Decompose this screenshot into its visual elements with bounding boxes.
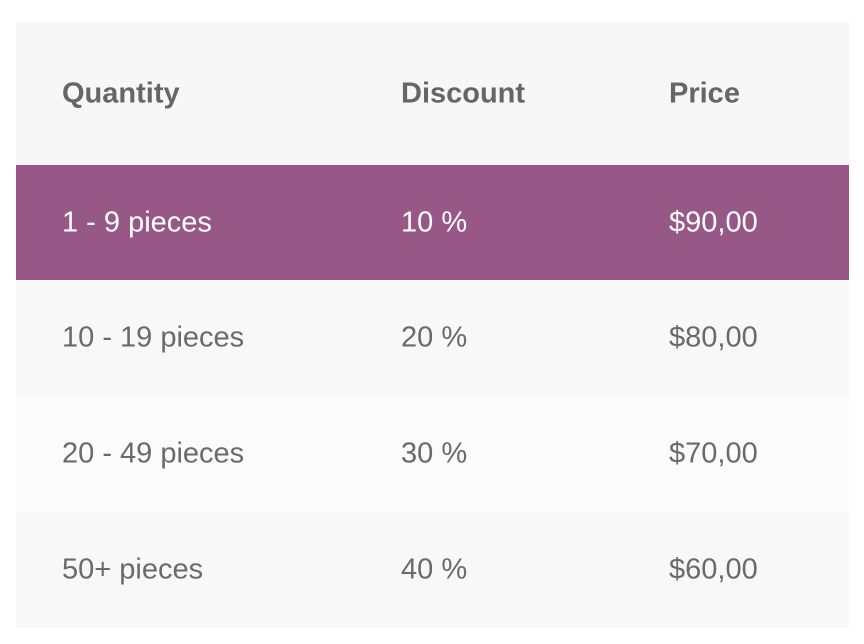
row-price: $70,00 (669, 437, 758, 469)
row-discount: 10 % (401, 206, 468, 238)
table-header-row: Quantity Discount Price (16, 22, 849, 165)
quantity-discount-table: Quantity Discount Price 1 - 9 pieces 10 … (16, 22, 849, 628)
table-row[interactable]: 50+ pieces 40 % $60,00 (16, 512, 849, 628)
row-price: $80,00 (669, 321, 758, 353)
table-row[interactable]: 20 - 49 pieces 30 % $70,00 (16, 395, 849, 512)
row-discount: 40 % (401, 553, 468, 586)
table-row[interactable]: 10 - 19 pieces 20 % $80,00 (16, 280, 849, 395)
header-price: Price (669, 77, 740, 109)
table-row-selected[interactable]: 1 - 9 pieces 10 % $90,00 (16, 165, 849, 280)
row-discount: 20 % (401, 321, 468, 353)
row-price: $60,00 (669, 553, 758, 586)
row-price: $90,00 (669, 206, 758, 238)
row-quantity: 50+ pieces (62, 553, 204, 586)
row-quantity: 20 - 49 pieces (62, 437, 245, 469)
row-discount: 30 % (401, 437, 468, 469)
header-quantity: Quantity (62, 77, 180, 109)
row-quantity: 1 - 9 pieces (62, 206, 212, 238)
header-discount: Discount (401, 77, 526, 109)
row-quantity: 10 - 19 pieces (62, 321, 245, 353)
